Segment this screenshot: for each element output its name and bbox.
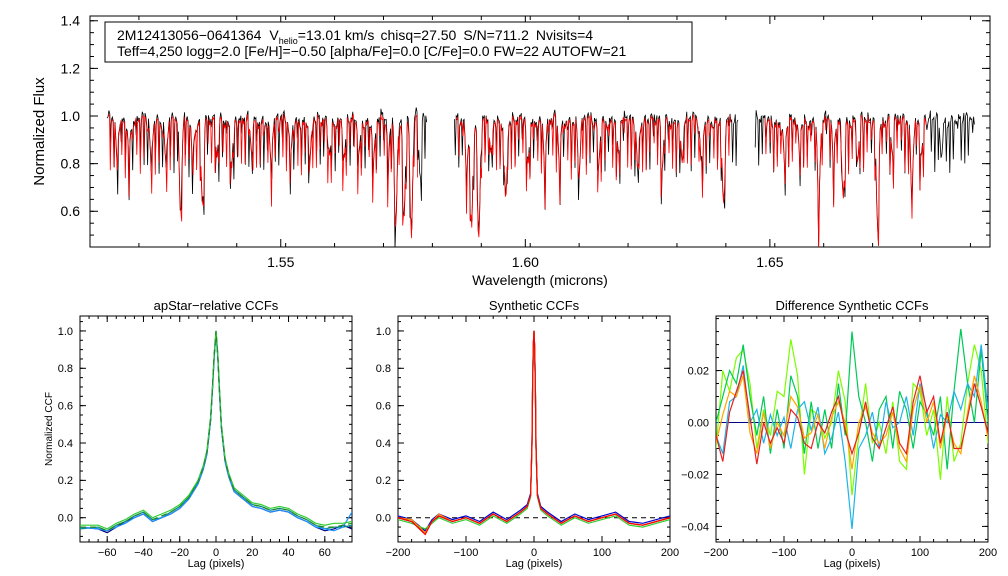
- x-tick-label: −100: [772, 547, 797, 559]
- synthetic-orange-line: [398, 330, 670, 534]
- x-tick-label: −60: [98, 547, 117, 559]
- plot-frame: [397, 315, 671, 543]
- ccf-visit-4-line: [80, 330, 352, 530]
- x-tick-label: 1.65: [756, 254, 783, 270]
- x-tick-label: 200: [661, 547, 679, 559]
- x-tick-label: 0: [531, 547, 537, 559]
- x-tick-label: −200: [704, 547, 729, 559]
- synthetic-green-line: [398, 330, 670, 530]
- plot-frame: [79, 315, 353, 543]
- synthetic-ccf-panel: −200 −100 0 100 200 0.0 0.2 0.4 0.6 0.8 1.0 Lag (pi…: [376, 298, 679, 570]
- apstar-ccf-panel: −60 −40 −20 0 20 40 60 0.0 0.2 0.4 0.6 0.8 1.0 Lag (p…: [44, 298, 353, 570]
- y-tick-label: 1.0: [58, 326, 73, 338]
- spectrum-panel: 1.55 1.60 1.65 0.6 0.8 1.0 1.2 1.4 Wavelength (m…: [31, 13, 991, 288]
- x-tick-label: 100: [911, 547, 929, 559]
- y-tick-label: 0.2: [376, 475, 391, 487]
- annotation-nvisits: Nvisits=4: [536, 27, 593, 43]
- ccf-mean-dashed-line: [80, 330, 352, 532]
- y-tick-label: 0.8: [376, 363, 391, 375]
- y-tick-label: 0.00: [688, 417, 709, 429]
- annotation-vhelio-sub: helio: [279, 36, 298, 46]
- x-axis-label: Lag (pixels): [506, 558, 563, 570]
- diff-cyan-line: [716, 344, 988, 530]
- synthetic-red-line: [398, 330, 670, 536]
- x-tick-label: 100: [593, 547, 611, 559]
- ccf-visit-2-line: [80, 330, 352, 532]
- x-tick-label: 20: [246, 547, 258, 559]
- y-tick-label: 1.0: [61, 108, 81, 124]
- panel-title: Synthetic CCFs: [489, 298, 580, 313]
- annotation-snr: S/N=711.2: [463, 27, 529, 43]
- y-tick-label: 1.2: [61, 60, 81, 76]
- plot-frame: [89, 15, 991, 248]
- x-tick-label: −200: [386, 547, 411, 559]
- y-tick-label: 0.6: [61, 203, 81, 219]
- x-tick-label: 1.55: [267, 254, 294, 270]
- x-tick-label: −100: [454, 547, 479, 559]
- x-tick-label: −40: [134, 547, 153, 559]
- y-tick-label: 0.8: [61, 156, 81, 172]
- x-tick-label: 1.60: [512, 254, 539, 270]
- y-tick-label: 0.6: [376, 401, 391, 413]
- y-tick-label: 0.2: [58, 475, 73, 487]
- annotation-vhelio-value: =13.01 km/s: [298, 27, 375, 43]
- synthetic-blue-line: [398, 330, 670, 532]
- y-tick-label: 1.0: [376, 326, 391, 338]
- x-axis-label: Lag (pixels): [824, 558, 881, 570]
- y-tick-label: 0.0: [58, 513, 73, 525]
- plot-frame: [715, 315, 989, 543]
- diff-red-line: [716, 370, 988, 465]
- diff-green-line: [716, 328, 988, 470]
- model-spectrum-segment: [108, 113, 418, 239]
- annotation-vhelio-prefix: V: [269, 27, 279, 43]
- y-tick-label: 1.4: [61, 13, 81, 29]
- x-tick-label: −20: [170, 547, 189, 559]
- y-tick-label: 0.0: [376, 513, 391, 525]
- y-tick-label: −0.04: [681, 521, 709, 533]
- x-tick-label: 0: [213, 547, 219, 559]
- annotation-chisq: chisq=27.50: [380, 27, 456, 43]
- synthetic-black-line: [398, 330, 670, 534]
- annotation-line-1: 2M12413056−0641364 Vhelio=13.01 km/s chisq…: [117, 27, 593, 46]
- model-spectrum-segment: [764, 114, 927, 247]
- panel-title: Difference Synthetic CCFs: [776, 298, 929, 313]
- y-tick-label: 0.02: [688, 365, 709, 377]
- annotation-line-2: Teff=4,250 logg=2.0 [Fe/H]=−0.50 [alpha/…: [117, 43, 626, 59]
- spectrum-annotation: 2M12413056−0641364 Vhelio=13.01 km/s chisq…: [104, 21, 693, 63]
- y-axis-label: Normalized Flux: [31, 77, 48, 186]
- annotation-box: [104, 21, 693, 63]
- diff-orange-line: [716, 375, 988, 470]
- ccf-visit-3-line: [80, 332, 352, 532]
- ccf-visit-1-line: [80, 332, 352, 534]
- panel-title: apStar−relative CCFs: [154, 298, 279, 313]
- y-tick-label: 0.8: [58, 363, 73, 375]
- y-tick-label: 0.6: [58, 401, 73, 413]
- x-axis-label: Wavelength (microns): [472, 272, 608, 288]
- y-tick-label: 0.4: [58, 438, 73, 450]
- x-tick-label: 0: [849, 547, 855, 559]
- y-tick-label: −0.02: [681, 469, 709, 481]
- annotation-star: 2M12413056−0641364: [117, 27, 262, 43]
- difference-ccf-panel: −200 −100 0 100 200 −0.04 −0.02 0.00 0.02 Lag (pi…: [681, 298, 997, 570]
- y-axis-label: Normalized CCF: [44, 392, 55, 466]
- x-tick-label: 60: [319, 547, 331, 559]
- x-axis-label: Lag (pixels): [188, 558, 245, 570]
- y-tick-label: 0.4: [376, 438, 391, 450]
- x-tick-label: 40: [282, 547, 294, 559]
- x-tick-label: 200: [979, 547, 997, 559]
- model-spectrum-segment: [456, 113, 732, 238]
